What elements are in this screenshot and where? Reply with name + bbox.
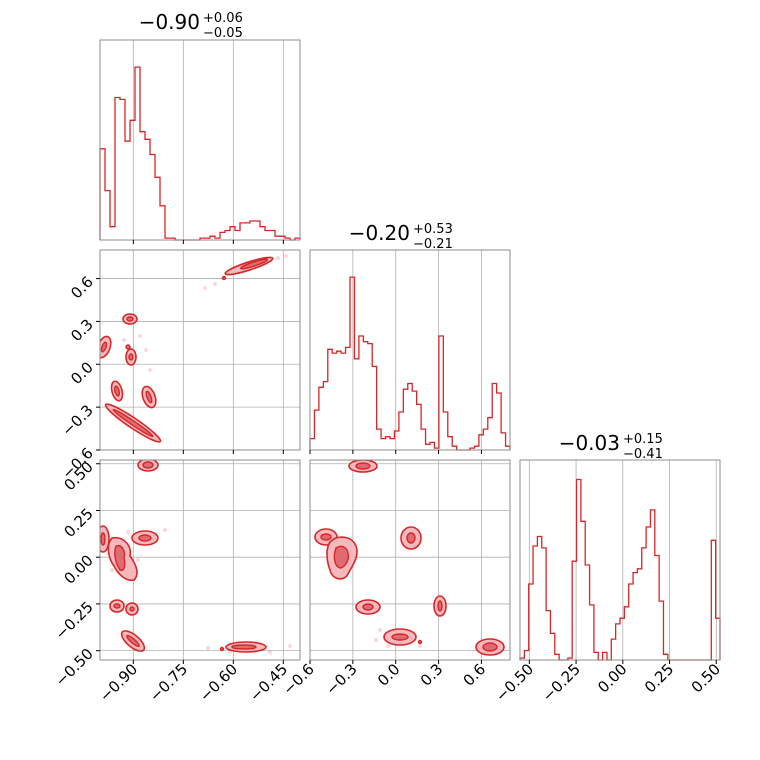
- x-tick-label: −0.50: [492, 660, 537, 705]
- contour-mid-low: [355, 599, 381, 615]
- x-tick-label: 0.6: [460, 660, 490, 690]
- contour-panel-1-2: −0.6−0.30.00.30.6: [58, 249, 301, 483]
- x-tick-label: −0.60: [196, 660, 241, 705]
- x-tick-label: −0.75: [146, 660, 191, 705]
- histogram-panel-2: [309, 249, 511, 454]
- x-tick-label: −0.90: [96, 660, 141, 705]
- title-param-2: −0.20 +0.53 −0.21: [349, 221, 453, 252]
- x-tick-label: −0.6: [279, 660, 317, 698]
- contour-bottom-right: [206, 641, 292, 654]
- y-tick-label: 0.0: [67, 358, 97, 388]
- title-param-1: −0.90 +0.06 −0.05: [139, 10, 243, 41]
- y-tick-label: 0.3: [67, 316, 97, 346]
- contour-cluster-center: [122, 334, 152, 372]
- title-median-2: −0.20: [349, 221, 410, 245]
- panel-frame: [309, 459, 511, 661]
- title-plus-2: +0.53: [413, 222, 453, 237]
- x-tick-label: 0.25: [641, 660, 677, 696]
- panel-grid: [100, 460, 300, 660]
- contour-bottom-right: [475, 638, 505, 656]
- x-tick-label: 0.50: [688, 660, 724, 696]
- histogram-step-line: [309, 276, 511, 451]
- x-tick-label: 0.3: [417, 660, 447, 690]
- y-tick-label: 0.25: [60, 505, 96, 541]
- contour-cluster-small-left: [110, 380, 124, 402]
- title-param-3: −0.03 +0.15 −0.41: [559, 431, 663, 462]
- contour-bottom-center: [374, 628, 423, 648]
- contour-cluster-right: [141, 385, 157, 409]
- histogram-step-line: [519, 478, 721, 661]
- panel-frame: [309, 249, 511, 451]
- title-minus-1: −0.05: [203, 26, 243, 41]
- contour-bottom-diagonal: [120, 630, 146, 652]
- x-tick-label: 0.00: [594, 660, 630, 696]
- x-tick-label: −0.25: [539, 660, 584, 705]
- title-median-1: −0.90: [139, 10, 200, 34]
- panel-frame: [99, 39, 301, 241]
- y-tick-label: 0.6: [67, 273, 97, 303]
- y-tick-label: −0.50: [52, 645, 97, 690]
- y-tick-label: −0.25: [52, 598, 97, 643]
- title-plus-3: +0.15: [623, 432, 663, 447]
- contour-panel-1-3: −0.90 −0.75 −0.60 −0.45−0.50−0.250.000.250.…: [52, 458, 301, 705]
- contour-diagonal-bottom: [104, 403, 162, 443]
- contour-lower-left: [109, 599, 139, 616]
- contour-top-blob: [348, 460, 378, 473]
- x-tick-label: −0.3: [322, 660, 360, 698]
- panel-frame: [519, 459, 721, 661]
- y-tick-label: 0.00: [60, 551, 96, 587]
- contour-central: [326, 536, 358, 580]
- panel-frame: [99, 249, 301, 451]
- contour-cluster-left-edge: [100, 335, 112, 359]
- contour-left-edge: [100, 525, 110, 553]
- contour-diagonal-top: [203, 254, 288, 290]
- contour-right-blob: [400, 526, 422, 550]
- contour-right-vertical: [433, 595, 447, 617]
- panel-frame: [99, 459, 301, 661]
- y-tick-label: −0.3: [58, 401, 96, 439]
- contour-central: [107, 536, 140, 582]
- histogram-panel-3: −0.50 −0.25 0.00 0.25 0.50: [492, 459, 724, 705]
- histogram-step-line: [99, 66, 301, 241]
- histogram-panel-1: [99, 39, 301, 244]
- title-plus-1: +0.06: [203, 11, 243, 26]
- x-tick-label: 0.0: [374, 660, 404, 690]
- contour-panel-2-3: −0.6 −0.3 0.0 0.3 0.6: [279, 459, 511, 699]
- contour-mid-right: [126, 528, 167, 546]
- title-minus-3: −0.41: [623, 447, 663, 462]
- contour-top-blob: [137, 460, 159, 472]
- title-median-3: −0.03: [559, 431, 620, 455]
- title-minus-2: −0.21: [413, 237, 453, 252]
- contour-cluster-upper: [122, 313, 138, 325]
